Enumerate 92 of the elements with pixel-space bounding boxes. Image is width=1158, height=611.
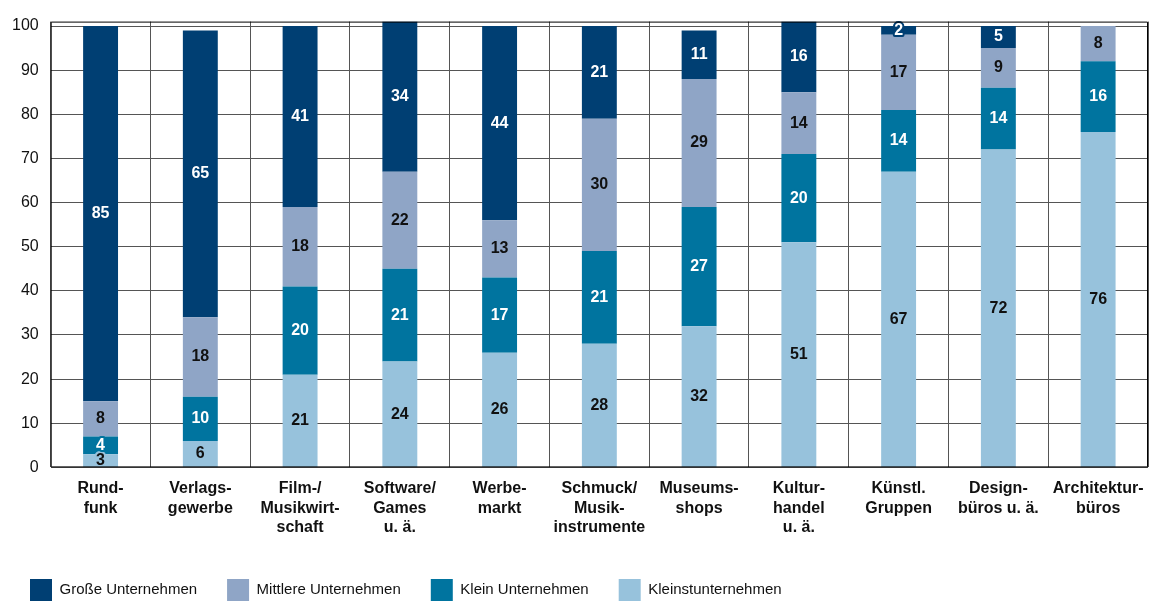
data-label: 18 xyxy=(191,347,210,365)
x-tick-label: Film-/ Musikwirt- schaft xyxy=(260,479,340,535)
data-label: 21 xyxy=(390,305,409,323)
legend-label: Klein Unternehmen xyxy=(460,580,589,598)
y-tick-label: 90 xyxy=(20,60,39,78)
data-label: 26 xyxy=(490,400,509,418)
bar xyxy=(581,26,617,119)
y-tick-label: 80 xyxy=(20,104,39,122)
y-tick-label: 50 xyxy=(20,237,39,255)
bar xyxy=(1080,131,1116,467)
data-label: 34 xyxy=(390,87,409,105)
x-tick-label: Software/ Games u. ä. xyxy=(363,479,437,535)
data-label: 85 xyxy=(91,204,110,222)
bar xyxy=(781,154,817,243)
bar xyxy=(382,171,418,269)
data-label: 17 xyxy=(889,62,908,80)
data-label: 30 xyxy=(590,175,609,193)
bar xyxy=(681,78,717,207)
y-tick-label: 60 xyxy=(20,192,39,210)
y-tick-label: 20 xyxy=(20,369,39,387)
x-tick-label: Werbe- markt xyxy=(472,479,527,516)
bar xyxy=(282,286,318,375)
bar xyxy=(182,317,218,397)
x-tick-label: Verlags- gewerbe xyxy=(167,479,233,516)
data-label: 17 xyxy=(490,305,509,323)
data-label: 20 xyxy=(291,320,310,338)
x-tick-label: Rund- funk xyxy=(77,479,124,516)
bar xyxy=(581,251,617,344)
data-label: 13 xyxy=(490,239,509,257)
x-tick-label: Schmuck/ Musik- instrumente xyxy=(553,479,646,535)
y-tick-label: 40 xyxy=(20,281,39,299)
data-label: 14 xyxy=(889,131,908,149)
data-label: 67 xyxy=(889,309,908,327)
y-tick-label: 70 xyxy=(20,148,39,166)
x-tick-label: Design- büros u. ä. xyxy=(957,479,1039,516)
data-label: 14 xyxy=(789,113,808,131)
bar xyxy=(980,149,1016,467)
x-tick-label: Kultur- handel u. ä. xyxy=(772,479,826,535)
bar xyxy=(681,326,717,467)
y-tick-label: 0 xyxy=(29,457,39,475)
data-label: 29 xyxy=(690,133,709,151)
data-label: 20 xyxy=(789,188,808,206)
data-label: 10 xyxy=(191,409,210,427)
data-label: 3 xyxy=(96,450,106,468)
legend-label: Kleinstunternehmen xyxy=(648,580,782,598)
data-label: 44 xyxy=(490,113,509,131)
y-tick-label: 100 xyxy=(11,16,39,34)
data-label: 4 xyxy=(96,435,106,453)
bar xyxy=(83,26,119,402)
bar xyxy=(681,206,717,327)
bar xyxy=(282,374,318,467)
bar xyxy=(282,26,318,207)
bar xyxy=(581,343,617,467)
data-label: 6 xyxy=(195,444,205,462)
data-label: 21 xyxy=(291,411,310,429)
data-label: 8 xyxy=(1093,34,1103,52)
x-tick-label: Künstl. Gruppen xyxy=(865,479,932,516)
data-label: 16 xyxy=(1089,87,1108,105)
y-tick-label: 10 xyxy=(20,413,39,431)
bar xyxy=(382,268,418,362)
data-label: 11 xyxy=(690,45,708,63)
legend-label: Mittlere Unternehmen xyxy=(256,580,401,598)
data-label: 9 xyxy=(993,58,1003,76)
data-label: 22 xyxy=(390,210,409,228)
data-label: 72 xyxy=(989,298,1008,316)
bar xyxy=(182,30,218,318)
data-label: 5 xyxy=(993,27,1003,45)
data-label: 51 xyxy=(789,345,808,362)
data-label: 28 xyxy=(590,395,609,413)
data-label: 24 xyxy=(390,404,409,422)
y-tick-label: 30 xyxy=(20,325,39,343)
data-label: 16 xyxy=(789,47,808,65)
data-label: 21 xyxy=(590,62,609,80)
bar xyxy=(482,26,518,221)
data-label: 14 xyxy=(989,109,1008,127)
bar xyxy=(382,361,418,467)
bar xyxy=(881,171,917,467)
legend-label: Große Unternehmen xyxy=(59,580,198,598)
data-label: 8 xyxy=(96,409,106,427)
bar xyxy=(581,118,617,252)
data-label: 41 xyxy=(291,106,310,124)
data-label: 27 xyxy=(690,256,709,274)
data-label: 18 xyxy=(291,237,310,255)
x-tick-label: Museums- shops xyxy=(659,479,739,516)
bar xyxy=(382,21,418,172)
data-label: 65 xyxy=(191,164,210,182)
data-label: 76 xyxy=(1089,289,1108,307)
x-tick-label: Architektur- büros xyxy=(1052,479,1144,516)
bar xyxy=(781,242,817,467)
bar xyxy=(482,352,518,467)
data-label: 32 xyxy=(690,386,709,404)
data-label: 21 xyxy=(590,287,609,305)
